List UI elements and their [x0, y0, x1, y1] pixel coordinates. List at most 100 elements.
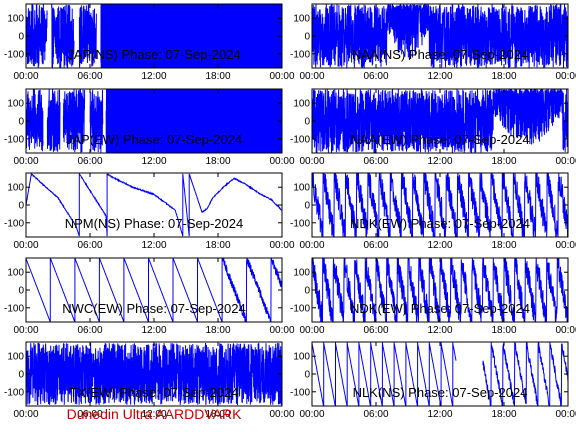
- y-tick-label: 100: [293, 268, 310, 279]
- x-tick-label: 00:00: [269, 156, 294, 167]
- y-tick-label: 100: [7, 352, 24, 363]
- y-tick-label: 0: [18, 117, 24, 128]
- x-tick-label: 12:00: [427, 409, 452, 420]
- phase-panel-naa-ew: 00:00 06:00 12:00 18:00 00:00 -100 0 100 NAA(EW)…: [290, 88, 576, 167]
- x-tick-label: 12:00: [141, 156, 166, 167]
- x-tick-label: 00:00: [299, 325, 324, 336]
- panel-title: NDK(EW) Phase: 07-Sep-2024: [350, 216, 530, 231]
- y-tick-label: 0: [18, 201, 24, 212]
- x-tick-label: 18:00: [205, 156, 230, 167]
- phase-panel-ndk-ew: 00:00 06:00 12:00 18:00 00:00 -100 0 100 NDK(EW)…: [290, 172, 576, 251]
- x-tick-label: 18:00: [491, 71, 516, 82]
- y-tick-label: 100: [7, 183, 24, 194]
- y-tick-label: -100: [4, 218, 24, 229]
- y-tick-label: 0: [18, 32, 24, 43]
- x-tick-label: 00:00: [555, 240, 576, 251]
- x-tick-label: 18:00: [491, 240, 516, 251]
- phase-panel-tx-ew: 00:00 06:00 12:00 18:00 00:00 -100 0 100 TX(EW) …: [4, 341, 295, 420]
- phase-trace: [312, 89, 568, 153]
- y-tick-label: -100: [4, 49, 24, 60]
- y-tick-label: -100: [290, 134, 310, 145]
- phase-trace: [26, 173, 282, 237]
- x-tick-label: 00:00: [269, 409, 294, 420]
- phase-trace: [312, 342, 568, 406]
- x-tick-label: 00:00: [13, 240, 38, 251]
- phase-panel-npm-ns: 00:00 06:00 12:00 18:00 00:00 -100 0 100 NPM(NS)…: [4, 172, 295, 251]
- x-tick-label: 00:00: [13, 409, 38, 420]
- phase-panel-nlk-ns: 00:00 06:00 12:00 18:00 00:00 -100 0 100 NLK(NS)…: [290, 341, 576, 420]
- x-tick-label: 06:00: [77, 156, 102, 167]
- y-tick-label: 0: [18, 286, 24, 297]
- y-tick-label: 0: [18, 370, 24, 381]
- x-tick-label: 06:00: [363, 325, 388, 336]
- y-tick-label: 100: [293, 14, 310, 25]
- x-tick-label: 18:00: [205, 409, 230, 420]
- x-tick-label: 18:00: [205, 71, 230, 82]
- x-tick-label: 18:00: [205, 240, 230, 251]
- x-tick-label: 12:00: [427, 71, 452, 82]
- y-tick-label: 0: [304, 32, 310, 43]
- x-tick-label: 12:00: [141, 71, 166, 82]
- y-tick-label: -100: [290, 49, 310, 60]
- x-tick-label: 00:00: [555, 71, 576, 82]
- phase-trace: [312, 258, 568, 322]
- phase-trace: [312, 173, 568, 237]
- x-tick-label: 00:00: [13, 325, 38, 336]
- y-tick-label: 0: [304, 286, 310, 297]
- x-tick-label: 12:00: [141, 325, 166, 336]
- x-tick-label: 00:00: [269, 240, 294, 251]
- x-tick-label: 06:00: [363, 409, 388, 420]
- x-tick-label: 06:00: [77, 409, 102, 420]
- x-tick-label: 06:00: [363, 71, 388, 82]
- phase-panel-jap-ns: 00:00 06:00 12:00 18:00 00:00 -100 0 100 JAP(NS)…: [4, 3, 295, 82]
- x-tick-label: 00:00: [13, 156, 38, 167]
- panel-title: NLK(NS) Phase: 07-Sep-2024: [353, 385, 528, 400]
- y-tick-label: 0: [304, 370, 310, 381]
- y-tick-label: 100: [293, 183, 310, 194]
- panel-title: NWC(EW) Phase: 07-Sep-2024: [62, 301, 246, 316]
- y-tick-label: 100: [293, 99, 310, 110]
- y-tick-label: -100: [4, 387, 24, 398]
- panel-title: NAA(EW) Phase: 07-Sep-2024: [350, 132, 529, 147]
- phase-trace: [26, 342, 282, 406]
- x-tick-label: 00:00: [299, 71, 324, 82]
- phase-panels: 00:00 06:00 12:00 18:00 00:00 -100 0 100 JAP(NS)…: [4, 3, 576, 420]
- phase-trace: [26, 4, 282, 68]
- x-tick-label: 00:00: [555, 325, 576, 336]
- x-tick-label: 18:00: [491, 325, 516, 336]
- y-tick-label: -100: [4, 134, 24, 145]
- x-tick-label: 06:00: [363, 156, 388, 167]
- x-tick-label: 12:00: [141, 240, 166, 251]
- x-tick-label: 18:00: [491, 156, 516, 167]
- x-tick-label: 12:00: [427, 156, 452, 167]
- x-tick-label: 00:00: [299, 240, 324, 251]
- panel-title: JAP(NS) Phase: 07-Sep-2024: [67, 47, 240, 62]
- x-tick-label: 00:00: [555, 156, 576, 167]
- panel-title: TX(EW) Phase: 07-Sep-2024: [69, 385, 238, 400]
- y-tick-label: 100: [7, 268, 24, 279]
- y-tick-label: -100: [290, 303, 310, 314]
- phase-trace: [312, 4, 568, 68]
- y-tick-label: 100: [7, 14, 24, 25]
- x-tick-label: 06:00: [363, 240, 388, 251]
- footer-station-label: Dunedin Ultra AARDDVARK: [67, 406, 242, 422]
- phase-panel-naa-ns: 00:00 06:00 12:00 18:00 00:00 -100 0 100 NAA(NS)…: [290, 3, 576, 82]
- saturated-trace-block: [106, 89, 282, 153]
- x-tick-label: 00:00: [555, 409, 576, 420]
- phase-trace: [26, 258, 282, 322]
- panel-title: JAP(EW) Phase: 07-Sep-2024: [66, 132, 242, 147]
- x-tick-label: 12:00: [141, 409, 166, 420]
- y-tick-label: 0: [304, 201, 310, 212]
- phase-panel-nwc-ew: 00:00 06:00 12:00 18:00 00:00 -100 0 100 NWC(EW)…: [4, 257, 295, 336]
- panel-title: NDK(EW) Phase: 07-Sep-2024: [350, 301, 530, 316]
- panel-title: NPM(NS) Phase: 07-Sep-2024: [65, 216, 243, 231]
- x-tick-label: 12:00: [427, 325, 452, 336]
- x-tick-label: 00:00: [299, 409, 324, 420]
- x-tick-label: 18:00: [205, 325, 230, 336]
- y-tick-label: -100: [290, 218, 310, 229]
- phase-panel-ndk-ew: 00:00 06:00 12:00 18:00 00:00 -100 0 100 NDK(EW)…: [290, 257, 576, 336]
- x-tick-label: 06:00: [77, 71, 102, 82]
- x-tick-label: 00:00: [269, 71, 294, 82]
- y-tick-label: -100: [290, 387, 310, 398]
